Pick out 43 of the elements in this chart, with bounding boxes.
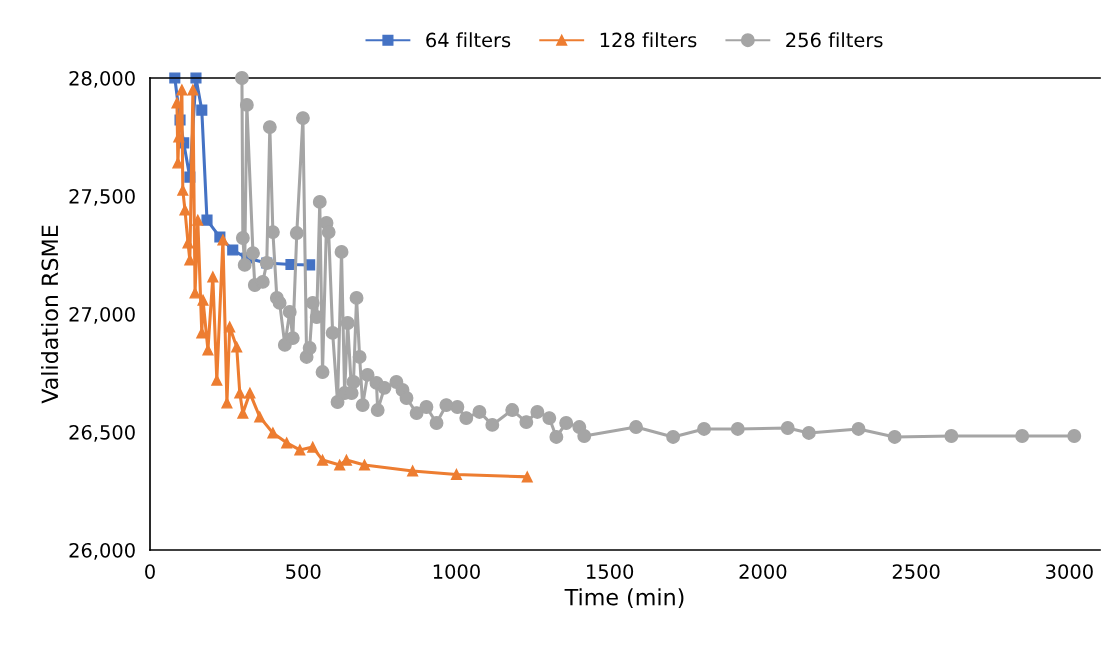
x-axis-title: Time (min) bbox=[564, 588, 684, 609]
x-tick-label: 500 bbox=[286, 564, 321, 579]
point bbox=[316, 454, 329, 466]
y-tick-label: 27,500 bbox=[69, 188, 135, 206]
legend-label: 64 filters bbox=[426, 32, 511, 48]
point bbox=[334, 459, 346, 471]
point bbox=[190, 72, 202, 84]
point bbox=[267, 427, 279, 439]
point bbox=[231, 341, 243, 353]
point bbox=[294, 444, 306, 456]
y-tick-label: 27,000 bbox=[69, 306, 135, 324]
point bbox=[227, 244, 239, 256]
x-tick-label: 1500 bbox=[587, 564, 634, 579]
x-tick-label: 2000 bbox=[739, 564, 787, 579]
point bbox=[358, 459, 371, 471]
point bbox=[207, 271, 219, 283]
y-axis-title: Validation RSME bbox=[41, 225, 59, 404]
x-tick-label: 1000 bbox=[433, 564, 480, 579]
legend-label: 256 filters bbox=[786, 32, 883, 48]
x-tick-label: 3000 bbox=[1046, 564, 1093, 579]
point bbox=[187, 84, 199, 96]
x-tick-label: 2500 bbox=[892, 564, 940, 579]
point bbox=[407, 465, 419, 477]
legend-label: 128 filters bbox=[600, 32, 697, 48]
point bbox=[450, 468, 463, 481]
point bbox=[179, 204, 191, 216]
point bbox=[201, 214, 213, 226]
point bbox=[176, 84, 188, 96]
point bbox=[221, 397, 233, 409]
y-tick-label: 28,000 bbox=[69, 70, 135, 88]
point bbox=[254, 411, 266, 423]
point bbox=[307, 441, 319, 453]
x-tick-label: 0 bbox=[145, 564, 155, 579]
y-tick-label: 26,500 bbox=[69, 424, 135, 442]
point bbox=[169, 72, 181, 84]
y-tick-label: 26,000 bbox=[69, 542, 135, 560]
point bbox=[521, 471, 533, 483]
point bbox=[192, 214, 204, 226]
point bbox=[196, 104, 208, 116]
point bbox=[281, 437, 293, 449]
point bbox=[197, 294, 209, 306]
point bbox=[244, 387, 256, 399]
point bbox=[224, 321, 236, 333]
